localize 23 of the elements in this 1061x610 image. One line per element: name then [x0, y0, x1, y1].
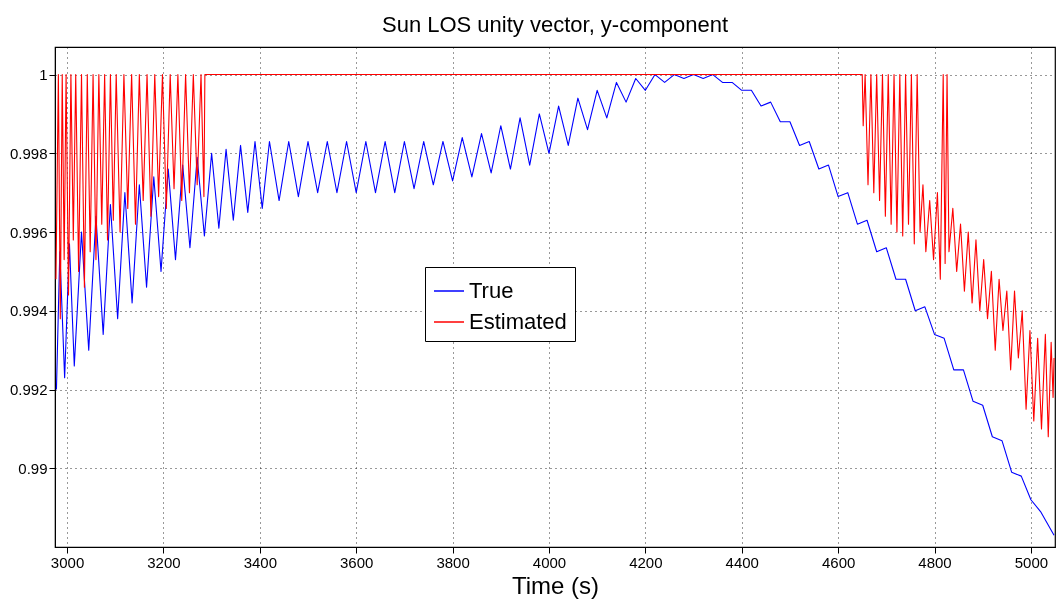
legend-label: Estimated: [469, 309, 567, 334]
x-axis-title: Time (s): [511, 571, 600, 599]
y-tick-label: 0.994: [9, 302, 48, 320]
x-tick-label: 4400: [725, 553, 759, 571]
x-tick-label: 3000: [50, 553, 85, 571]
y-tick-label: 0.998: [9, 144, 48, 162]
y-tick-label: 1: [39, 66, 48, 84]
x-tick-label: 3200: [147, 553, 181, 571]
x-tick-label: 3800: [436, 553, 470, 571]
x-tick-label: 4200: [629, 553, 663, 571]
x-tick-label: 3400: [243, 553, 278, 571]
legend-label: True: [469, 278, 514, 303]
x-tick-label: 4000: [532, 553, 567, 571]
y-tick-label: 0.992: [9, 381, 48, 399]
line-series: [55, 74, 1055, 438]
chart-title: Sun LOS unity vector, y-component: [381, 12, 729, 37]
x-tick-label: 4600: [821, 553, 856, 571]
y-tick-label: 0.996: [9, 223, 48, 241]
x-tick-label: 4800: [918, 553, 952, 571]
x-tick-label: 3600: [340, 553, 374, 571]
line-series: [55, 74, 1055, 536]
x-tick-label: 5000: [1014, 553, 1049, 571]
y-tick-label: 0.99: [18, 459, 48, 477]
